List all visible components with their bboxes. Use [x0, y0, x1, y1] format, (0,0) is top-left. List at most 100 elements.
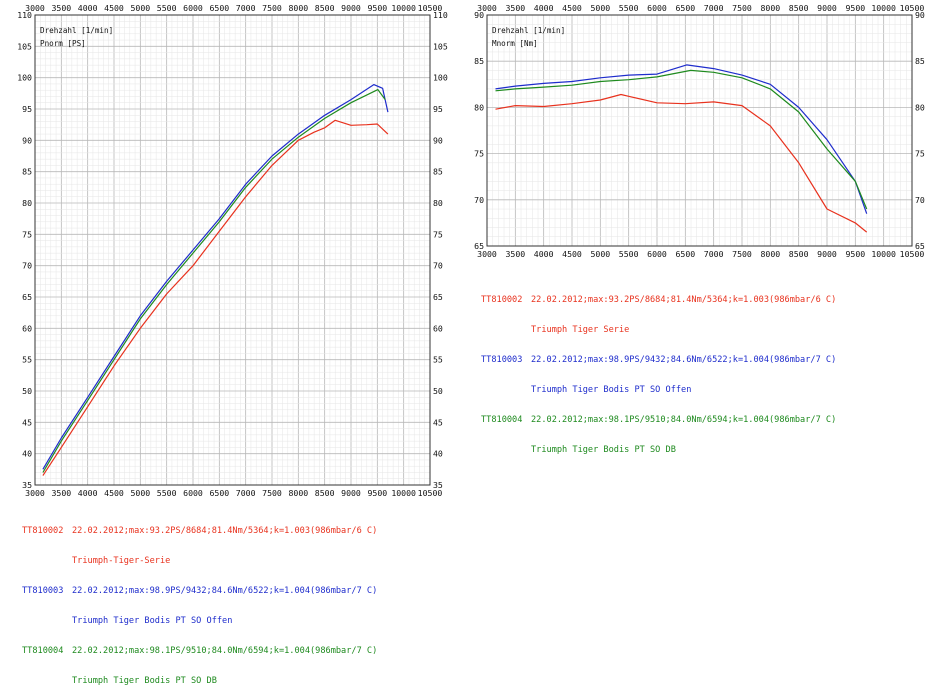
x-tick-label-bottom: 3000	[25, 488, 45, 498]
x-tick-label-bottom: 10000	[871, 249, 896, 259]
legend-id: TT810004	[22, 646, 64, 656]
x-tick-label-bottom: 10500	[900, 249, 925, 259]
legend-info: 22.02.2012;max:98.1PS/9510;84.0Nm/6594;k…	[531, 415, 837, 425]
y-tick-label-right: 95	[433, 104, 443, 114]
y-tick-label-left: 90	[474, 10, 484, 20]
legend-series-name: Triumph Tiger Bodis PT SO Offen	[72, 616, 233, 626]
x-tick-label-bottom: 6000	[647, 249, 667, 259]
legend-id: TT810003	[481, 355, 523, 365]
x-tick-label-top: 7500	[732, 3, 752, 13]
y-tick-label-right: 85	[433, 167, 443, 177]
x-tick-label-bottom: 6500	[675, 249, 695, 259]
x-tick-label-bottom: 4500	[104, 488, 124, 498]
legend-series-name: Triumph Tiger Bodis PT SO DB	[531, 445, 676, 455]
x-tick-label-top: 3000	[477, 3, 497, 13]
x-tick-label-bottom: 6500	[209, 488, 229, 498]
plot-frame	[486, 14, 913, 247]
x-tick-label-top: 9500	[845, 3, 865, 13]
y-tick-label-left: 40	[22, 449, 32, 459]
legend-entry: Triumph Tiger Bodis PT SO DB	[481, 445, 836, 455]
x-tick-label-top: 5500	[619, 3, 639, 13]
x-tick-label-top: 10000	[391, 3, 416, 13]
y-tick-label-left: 105	[17, 41, 32, 51]
x-tick-label-bottom: 4000	[534, 249, 554, 259]
x-tick-label-top: 9000	[817, 3, 837, 13]
legend-entry: TT810004 22.02.2012;max:98.1PS/9510;84.0…	[22, 646, 377, 656]
x-tick-label-top: 5500	[157, 3, 177, 13]
legend-entry: Triumph Tiger Bodis PT SO Offen	[481, 385, 836, 395]
x-tick-label-top: 10000	[871, 3, 896, 13]
x-tick-label-bottom: 7500	[732, 249, 752, 259]
series-line-triumph-tiger-bodis-pt-so-offen	[42, 83, 389, 470]
y-tick-label-right: 65	[915, 241, 925, 251]
x-tick-label-bottom: 7000	[704, 249, 724, 259]
y-tick-label-right: 65	[433, 292, 443, 302]
x-tick-label-top: 7000	[704, 3, 724, 13]
y-tick-label-left: 45	[22, 417, 32, 427]
x-tick-label-bottom: 5000	[590, 249, 610, 259]
x-tick-label-top: 3500	[505, 3, 525, 13]
y-tick-label-left: 70	[474, 195, 484, 205]
x-tick-label-top: 6500	[675, 3, 695, 13]
x-tick-label-bottom: 8500	[315, 488, 335, 498]
x-tick-label-top: 6500	[209, 3, 229, 13]
legend-entry: TT810004 22.02.2012;max:98.1PS/9510;84.0…	[481, 415, 836, 425]
x-tick-label-top: 4500	[562, 3, 582, 13]
y-tick-label-left: 75	[22, 229, 32, 239]
y-tick-label-right: 80	[915, 102, 925, 112]
y-tick-label-right: 85	[915, 56, 925, 66]
x-tick-label-bottom: 6000	[183, 488, 203, 498]
x-axis-label: Drehzahl [1/min]	[40, 26, 113, 35]
legend-entry: Triumph Tiger Serie	[481, 325, 836, 335]
legend-info: 22.02.2012;max:98.9PS/9432;84.6Nm/6522;k…	[72, 586, 378, 596]
x-tick-label-bottom: 3000	[477, 249, 497, 259]
x-axis-label: Drehzahl [1/min]	[492, 26, 565, 35]
legend-series-name: Triumph-Tiger-Serie	[72, 556, 171, 566]
x-tick-label-top: 7500	[262, 3, 282, 13]
x-tick-label-top: 8500	[315, 3, 335, 13]
x-tick-label-bottom: 4000	[78, 488, 98, 498]
x-tick-label-bottom: 5500	[619, 249, 639, 259]
dyno-chart-canvas: 3000 3000 3500 3500 4000 4000 4500 4500 5000 5000…	[17, 3, 925, 498]
x-tick-label-bottom: 7000	[236, 488, 256, 498]
y-tick-label-left: 65	[474, 241, 484, 251]
torque-chart: 3000 3000 3500 3500 4000 4000 4500 4500 5000 5000…	[474, 3, 925, 259]
series-line-triumph-tiger-bodis-pt-so-db	[42, 88, 386, 473]
y-tick-label-left: 110	[17, 10, 32, 20]
x-tick-label-top: 10500	[900, 3, 925, 13]
x-tick-label-bottom: 7500	[262, 488, 282, 498]
y-tick-label-right: 75	[915, 149, 925, 159]
legend-entry: Triumph Tiger Bodis PT SO Offen	[22, 616, 377, 626]
x-tick-label-top: 7000	[236, 3, 256, 13]
legend-id: TT810002	[22, 526, 64, 536]
torque-chart-legend: TT810002 22.02.2012;max:93.2PS/8684;81.4…	[481, 275, 836, 465]
y-axis-label: Mnorm [Nm]	[492, 39, 538, 48]
y-axis-label: Pnorm [PS]	[40, 39, 86, 48]
y-tick-label-right: 70	[433, 261, 443, 271]
x-tick-label-top: 9500	[367, 3, 387, 13]
legend-id: TT810003	[22, 586, 64, 596]
y-tick-label-right: 75	[433, 229, 443, 239]
x-tick-label-bottom: 3500	[51, 488, 71, 498]
legend-entry: Triumph-Tiger-Serie	[22, 556, 377, 566]
power-chart: 3000 3000 3500 3500 4000 4000 4500 4500 5000 5000…	[17, 3, 448, 498]
y-tick-label-right: 80	[433, 198, 443, 208]
y-tick-label-left: 75	[474, 149, 484, 159]
series-line-triumph-tiger-bodis-pt-so-db	[495, 69, 868, 210]
y-tick-label-left: 65	[22, 292, 32, 302]
y-tick-label-left: 85	[22, 167, 32, 177]
x-tick-label-top: 8000	[760, 3, 780, 13]
y-tick-label-right: 90	[433, 135, 443, 145]
y-tick-label-right: 105	[433, 41, 448, 51]
legend-info: 22.02.2012;max:93.2PS/8684;81.4Nm/5364;k…	[72, 526, 378, 536]
series-line-triumph-tiger-bodis-pt-so-offen	[495, 64, 868, 214]
series-line-triumph-tiger-serie	[495, 93, 868, 233]
x-tick-label-bottom: 9500	[367, 488, 387, 498]
y-tick-label-left: 35	[22, 480, 32, 490]
x-tick-label-bottom: 4500	[562, 249, 582, 259]
x-tick-label-top: 3500	[51, 3, 71, 13]
x-tick-label-top: 8500	[789, 3, 809, 13]
legend-entry: TT810002 22.02.2012;max:93.2PS/8684;81.4…	[22, 526, 377, 536]
x-tick-label-top: 4000	[534, 3, 554, 13]
y-tick-label-left: 55	[22, 355, 32, 365]
